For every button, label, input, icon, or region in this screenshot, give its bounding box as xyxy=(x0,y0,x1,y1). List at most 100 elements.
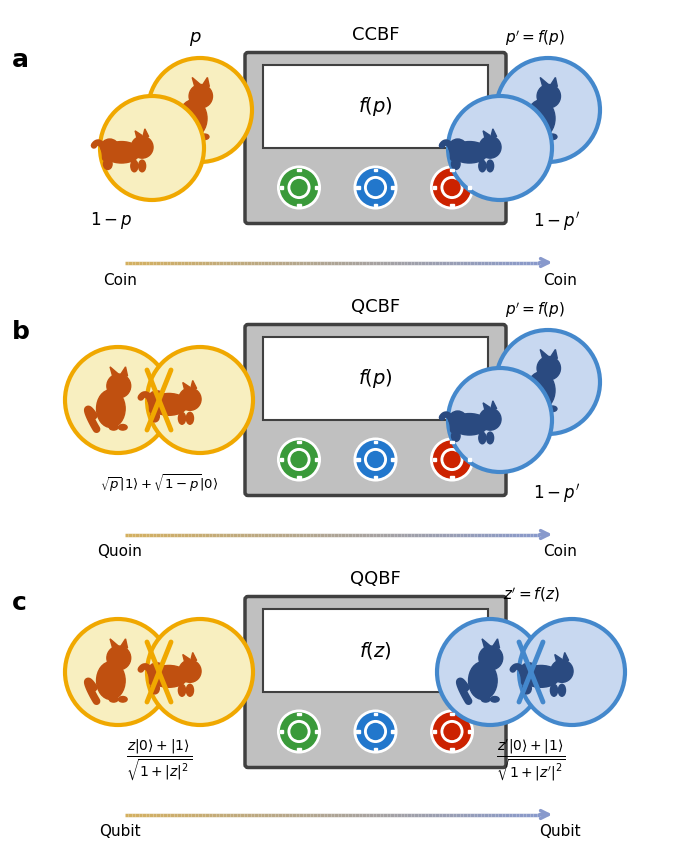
Bar xyxy=(279,730,283,733)
Ellipse shape xyxy=(451,159,460,170)
Text: $1 - p$: $1 - p$ xyxy=(90,210,133,231)
Circle shape xyxy=(537,85,560,108)
Circle shape xyxy=(286,719,312,744)
Ellipse shape xyxy=(151,683,160,694)
Ellipse shape xyxy=(109,696,118,702)
FancyBboxPatch shape xyxy=(245,596,506,767)
Ellipse shape xyxy=(449,411,466,427)
Circle shape xyxy=(290,451,308,468)
Ellipse shape xyxy=(101,139,119,155)
Circle shape xyxy=(443,451,460,468)
Polygon shape xyxy=(493,639,499,648)
Ellipse shape xyxy=(178,684,186,696)
Text: $\dfrac{z'|0\rangle + |1\rangle}{\sqrt{1 + |z'|^2}}$: $\dfrac{z'|0\rangle + |1\rangle}{\sqrt{1… xyxy=(496,737,566,782)
Ellipse shape xyxy=(178,412,186,424)
Circle shape xyxy=(278,167,320,208)
Text: a: a xyxy=(12,47,29,71)
Text: $p' = f(p)$: $p' = f(p)$ xyxy=(505,300,565,320)
Ellipse shape xyxy=(469,661,497,700)
Ellipse shape xyxy=(150,666,188,687)
Circle shape xyxy=(147,619,253,725)
Ellipse shape xyxy=(97,390,125,427)
Circle shape xyxy=(440,176,464,200)
Ellipse shape xyxy=(490,696,499,702)
Bar xyxy=(433,730,436,733)
Circle shape xyxy=(551,660,573,683)
Circle shape xyxy=(355,711,396,752)
Ellipse shape xyxy=(527,100,555,137)
Polygon shape xyxy=(192,77,201,87)
Polygon shape xyxy=(491,401,497,409)
Ellipse shape xyxy=(558,684,566,696)
Ellipse shape xyxy=(138,160,146,172)
Bar xyxy=(450,476,453,478)
Bar xyxy=(468,458,471,461)
Bar xyxy=(391,730,395,733)
Ellipse shape xyxy=(148,391,166,408)
Bar xyxy=(391,458,395,461)
Bar xyxy=(279,458,283,461)
Ellipse shape xyxy=(486,160,494,172)
Text: Qubit: Qubit xyxy=(539,824,581,840)
Ellipse shape xyxy=(119,696,127,702)
Polygon shape xyxy=(562,652,569,661)
Polygon shape xyxy=(555,655,562,662)
Circle shape xyxy=(363,719,388,744)
Bar xyxy=(374,712,377,716)
Bar xyxy=(297,204,301,206)
Bar xyxy=(433,186,436,189)
Circle shape xyxy=(148,58,252,162)
Circle shape xyxy=(147,347,253,453)
Circle shape xyxy=(432,439,473,480)
Circle shape xyxy=(107,374,131,398)
Ellipse shape xyxy=(191,134,200,140)
Circle shape xyxy=(286,176,312,200)
Bar xyxy=(315,730,318,733)
Text: Quoin: Quoin xyxy=(97,544,142,560)
Polygon shape xyxy=(121,639,127,648)
Circle shape xyxy=(65,347,171,453)
Ellipse shape xyxy=(151,410,160,421)
Circle shape xyxy=(437,619,543,725)
Ellipse shape xyxy=(551,684,558,696)
Bar xyxy=(374,169,377,171)
Polygon shape xyxy=(110,367,119,377)
Polygon shape xyxy=(483,131,490,138)
Circle shape xyxy=(290,722,308,740)
Ellipse shape xyxy=(520,663,538,679)
Circle shape xyxy=(432,167,473,208)
Text: $z' = f(z)$: $z' = f(z)$ xyxy=(503,585,560,604)
Bar xyxy=(450,204,453,206)
Text: $p' = f(p)$: $p' = f(p)$ xyxy=(505,28,565,48)
Polygon shape xyxy=(121,367,127,376)
Bar xyxy=(356,730,360,733)
Text: c: c xyxy=(12,592,27,616)
Ellipse shape xyxy=(451,142,488,163)
Text: $1 - p'$: $1 - p'$ xyxy=(532,210,580,233)
Circle shape xyxy=(355,439,396,480)
Text: CCBF: CCBF xyxy=(352,25,399,43)
Text: b: b xyxy=(12,320,30,343)
Circle shape xyxy=(100,96,204,200)
Ellipse shape xyxy=(479,160,486,172)
Text: $f(p)$: $f(p)$ xyxy=(358,95,393,118)
Text: $f(z)$: $f(z)$ xyxy=(359,640,392,661)
Ellipse shape xyxy=(527,372,555,409)
Circle shape xyxy=(363,176,388,200)
Ellipse shape xyxy=(522,666,560,687)
Ellipse shape xyxy=(523,683,532,694)
Ellipse shape xyxy=(148,663,166,679)
Ellipse shape xyxy=(451,431,460,442)
Text: Coin: Coin xyxy=(543,544,577,560)
Bar xyxy=(450,440,453,444)
Polygon shape xyxy=(550,77,558,86)
Bar xyxy=(374,440,377,444)
Ellipse shape xyxy=(539,406,548,411)
Bar xyxy=(297,748,301,750)
Circle shape xyxy=(440,719,464,744)
Ellipse shape xyxy=(486,432,494,444)
FancyBboxPatch shape xyxy=(263,65,488,148)
Bar xyxy=(433,458,436,461)
Bar xyxy=(450,712,453,716)
Polygon shape xyxy=(491,129,497,137)
